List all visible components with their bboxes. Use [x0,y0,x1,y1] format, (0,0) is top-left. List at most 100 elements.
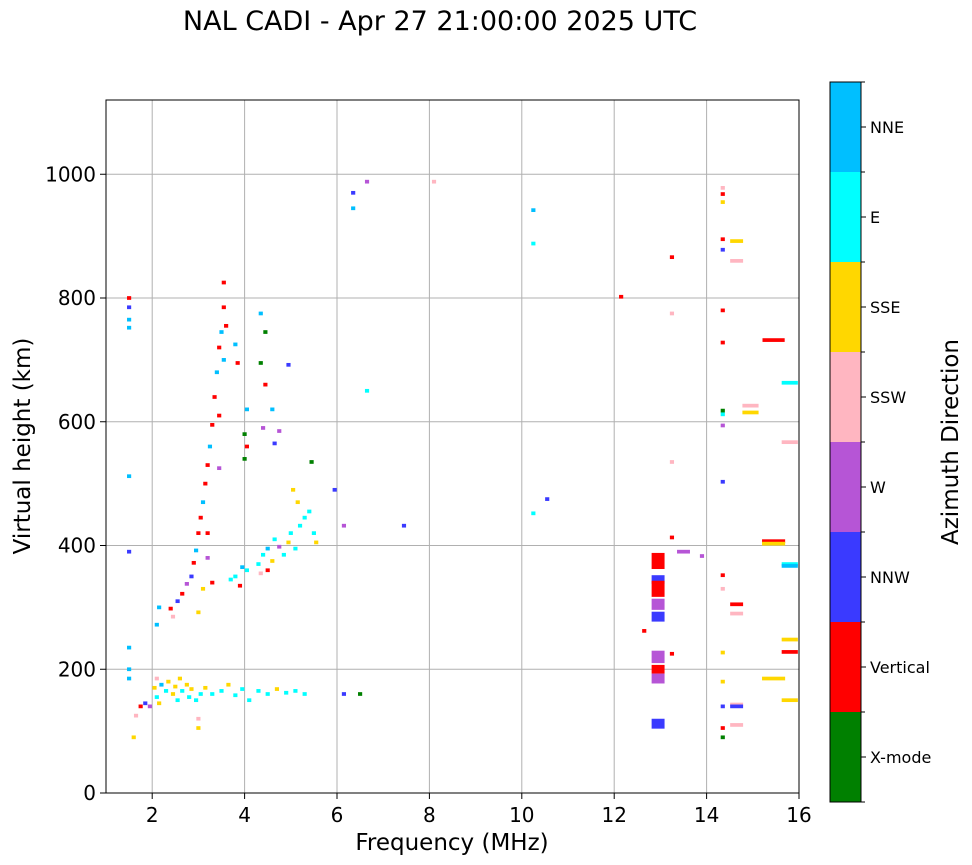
echo-point [302,692,307,696]
echo-point [152,685,157,690]
echo-point [177,676,182,681]
colorbar-segment [830,352,861,442]
y-tick-label: 800 [58,286,96,310]
echo-point [545,497,550,501]
echo-point [531,241,536,246]
echo-point [265,692,270,696]
echo-point [235,361,240,365]
echo-point [175,599,180,604]
x-tick-label: 6 [331,803,344,827]
echo-point [720,340,725,345]
colorbar-segment [830,622,861,712]
echo-point [127,474,132,479]
echo-point [244,568,249,573]
y-tick-label: 200 [58,657,96,681]
echo-point [194,548,199,553]
echo-point [677,549,690,554]
echo-point [297,523,303,528]
x-axis-label: Frequency (MHz) [355,830,548,856]
echo-point [210,422,215,427]
colorbar-tick-label: Vertical [870,658,930,677]
echo-point [781,440,798,445]
colorbar-tick-label: SSW [870,388,906,407]
echo-point [293,546,298,551]
echo-point [341,692,347,696]
echo-point [730,259,744,263]
x-tick-label: 14 [694,803,719,827]
echo-point [332,487,337,492]
echo-point [364,179,370,184]
echo-point [196,610,201,615]
y-axis: 0 200 400 600 800 1000 [45,162,106,805]
echo-point [240,565,245,570]
echo-point [203,685,208,690]
echo-point [286,540,291,545]
echo-point [762,539,786,544]
echo-point [272,537,277,542]
echo-point [762,676,786,681]
echo-point [166,679,171,684]
echo-point [196,531,201,535]
echo-point [198,692,203,696]
echo-point [263,330,268,334]
echo-point [212,395,217,399]
echo-point [669,535,675,540]
echo-point [309,460,314,464]
echo-point [781,564,798,568]
echo-point [127,667,132,672]
echo-point [127,676,132,681]
echo-point [311,531,316,535]
colorbar-tick-label: E [870,208,880,227]
echo-point [219,330,224,334]
echo-point [138,704,143,709]
echo-point [293,689,298,693]
echo-point [133,713,139,718]
echo-point [219,689,224,693]
x-axis: 2 4 6 8 10 12 14 16 [146,793,812,827]
echo-point [221,305,226,310]
echo-point [730,611,744,616]
echo-point [781,698,798,703]
echo-point [277,429,282,433]
echo-point [127,645,132,650]
echo-point [265,568,270,573]
echo-point [302,515,307,520]
echo-point [720,247,725,252]
plot-frame [105,99,800,794]
colorbar-segment [830,172,861,262]
echo-point [256,562,261,566]
echo-point [781,380,798,385]
echo-point [263,382,268,387]
echo-point [762,541,786,546]
echo-point [203,481,208,486]
x-tick-label: 2 [146,803,159,827]
echo-point [307,509,312,514]
echo-point [224,323,229,328]
echo-point [157,605,162,610]
echo-point [221,358,226,362]
echo-point [720,200,725,204]
colorbar-tick-label: NNW [870,568,910,587]
echo-point [205,556,210,560]
echo-point [210,692,215,696]
echo-point [288,531,293,535]
echo-point [291,487,296,492]
y-tick-label: 600 [58,410,96,434]
echo-point [163,689,169,693]
echo-point [270,407,275,412]
colorbar-label: Azimuth Direction [938,339,964,545]
echo-point [258,571,263,576]
echo-point [265,546,270,551]
echo-point [168,606,173,611]
echo-point [217,345,222,350]
echo-point [207,444,213,449]
echo-point [205,531,210,535]
echo-point [184,682,189,687]
echo-point [314,540,319,545]
echo-point [214,370,219,375]
echo-point [364,388,370,393]
echo-point [651,575,665,584]
echo-point [261,552,266,557]
echo-point [431,179,437,184]
echo-point [154,676,159,681]
